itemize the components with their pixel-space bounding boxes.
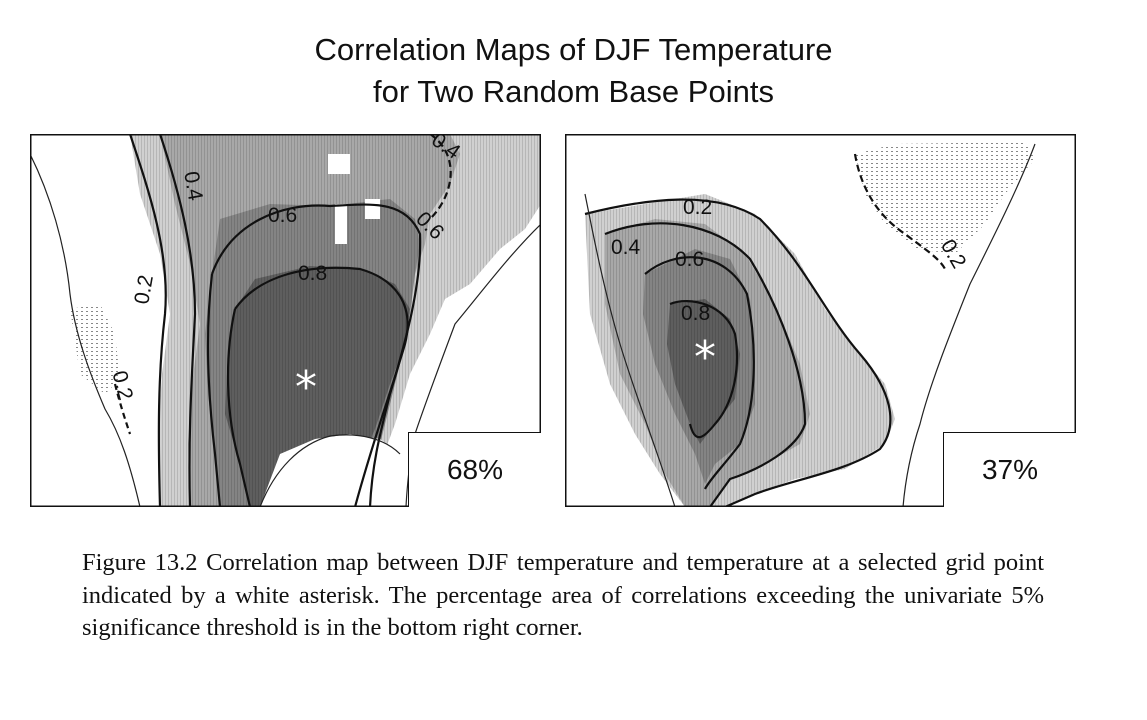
contour-label: 0.4 <box>179 170 207 203</box>
significance-percentage-right: 37% <box>943 432 1076 507</box>
contour-label: 0.8 <box>298 262 327 285</box>
contour-0.4 <box>604 222 807 507</box>
west-coastline <box>584 193 676 507</box>
contour-0.4-left <box>158 134 197 507</box>
east-coastline <box>902 143 1036 507</box>
figure-caption: Figure 13.2 Correlation map between DJF … <box>82 549 1044 641</box>
figure-title-line-2: for Two Random Base Points <box>373 74 774 109</box>
contour-label: 0.4 <box>611 236 641 259</box>
base-point-asterisk-right: * <box>694 332 716 383</box>
map-right-svg: 0.2 0.4 0.6 0.8 0.2 * <box>565 134 1076 507</box>
correlation-map-right: 0.2 0.4 0.6 0.8 0.2 * 37% <box>565 134 1076 507</box>
contour-0.2-left <box>128 134 167 507</box>
gulf-of-mexico <box>260 434 405 507</box>
significance-percentage-left: 68% <box>408 432 541 507</box>
contour-0.2-coast <box>113 383 132 435</box>
contour-label: 0.2 <box>130 273 158 306</box>
contour-label: 0.2 <box>683 196 712 219</box>
figure-title-line-1: Correlation Maps of DJF Temperature <box>314 32 833 67</box>
gulf-coastline <box>259 434 401 507</box>
correlation-map-left: 0.4 0.6 0.8 0.2 0.4 0.6 0.2 * 68% <box>30 134 541 507</box>
contour-0.6 <box>644 256 755 490</box>
contour-label: 0.6 <box>675 248 704 271</box>
contour-0.2 <box>584 198 892 507</box>
contour-0.6 <box>210 203 422 507</box>
contour-label: 0.2 <box>107 368 137 402</box>
contour-0.8 <box>234 266 409 507</box>
base-point-asterisk-left: * <box>295 362 317 413</box>
contour-0.4-right <box>429 134 452 220</box>
contour-label: 0.6 <box>268 204 297 227</box>
contour-0.6-west <box>206 273 222 507</box>
contour-0.8 <box>669 300 739 439</box>
contour-0.2-east <box>853 153 946 270</box>
contour-label: 0.8 <box>681 302 710 325</box>
west-coastline <box>30 153 141 507</box>
contour-0.8-west <box>226 308 252 507</box>
